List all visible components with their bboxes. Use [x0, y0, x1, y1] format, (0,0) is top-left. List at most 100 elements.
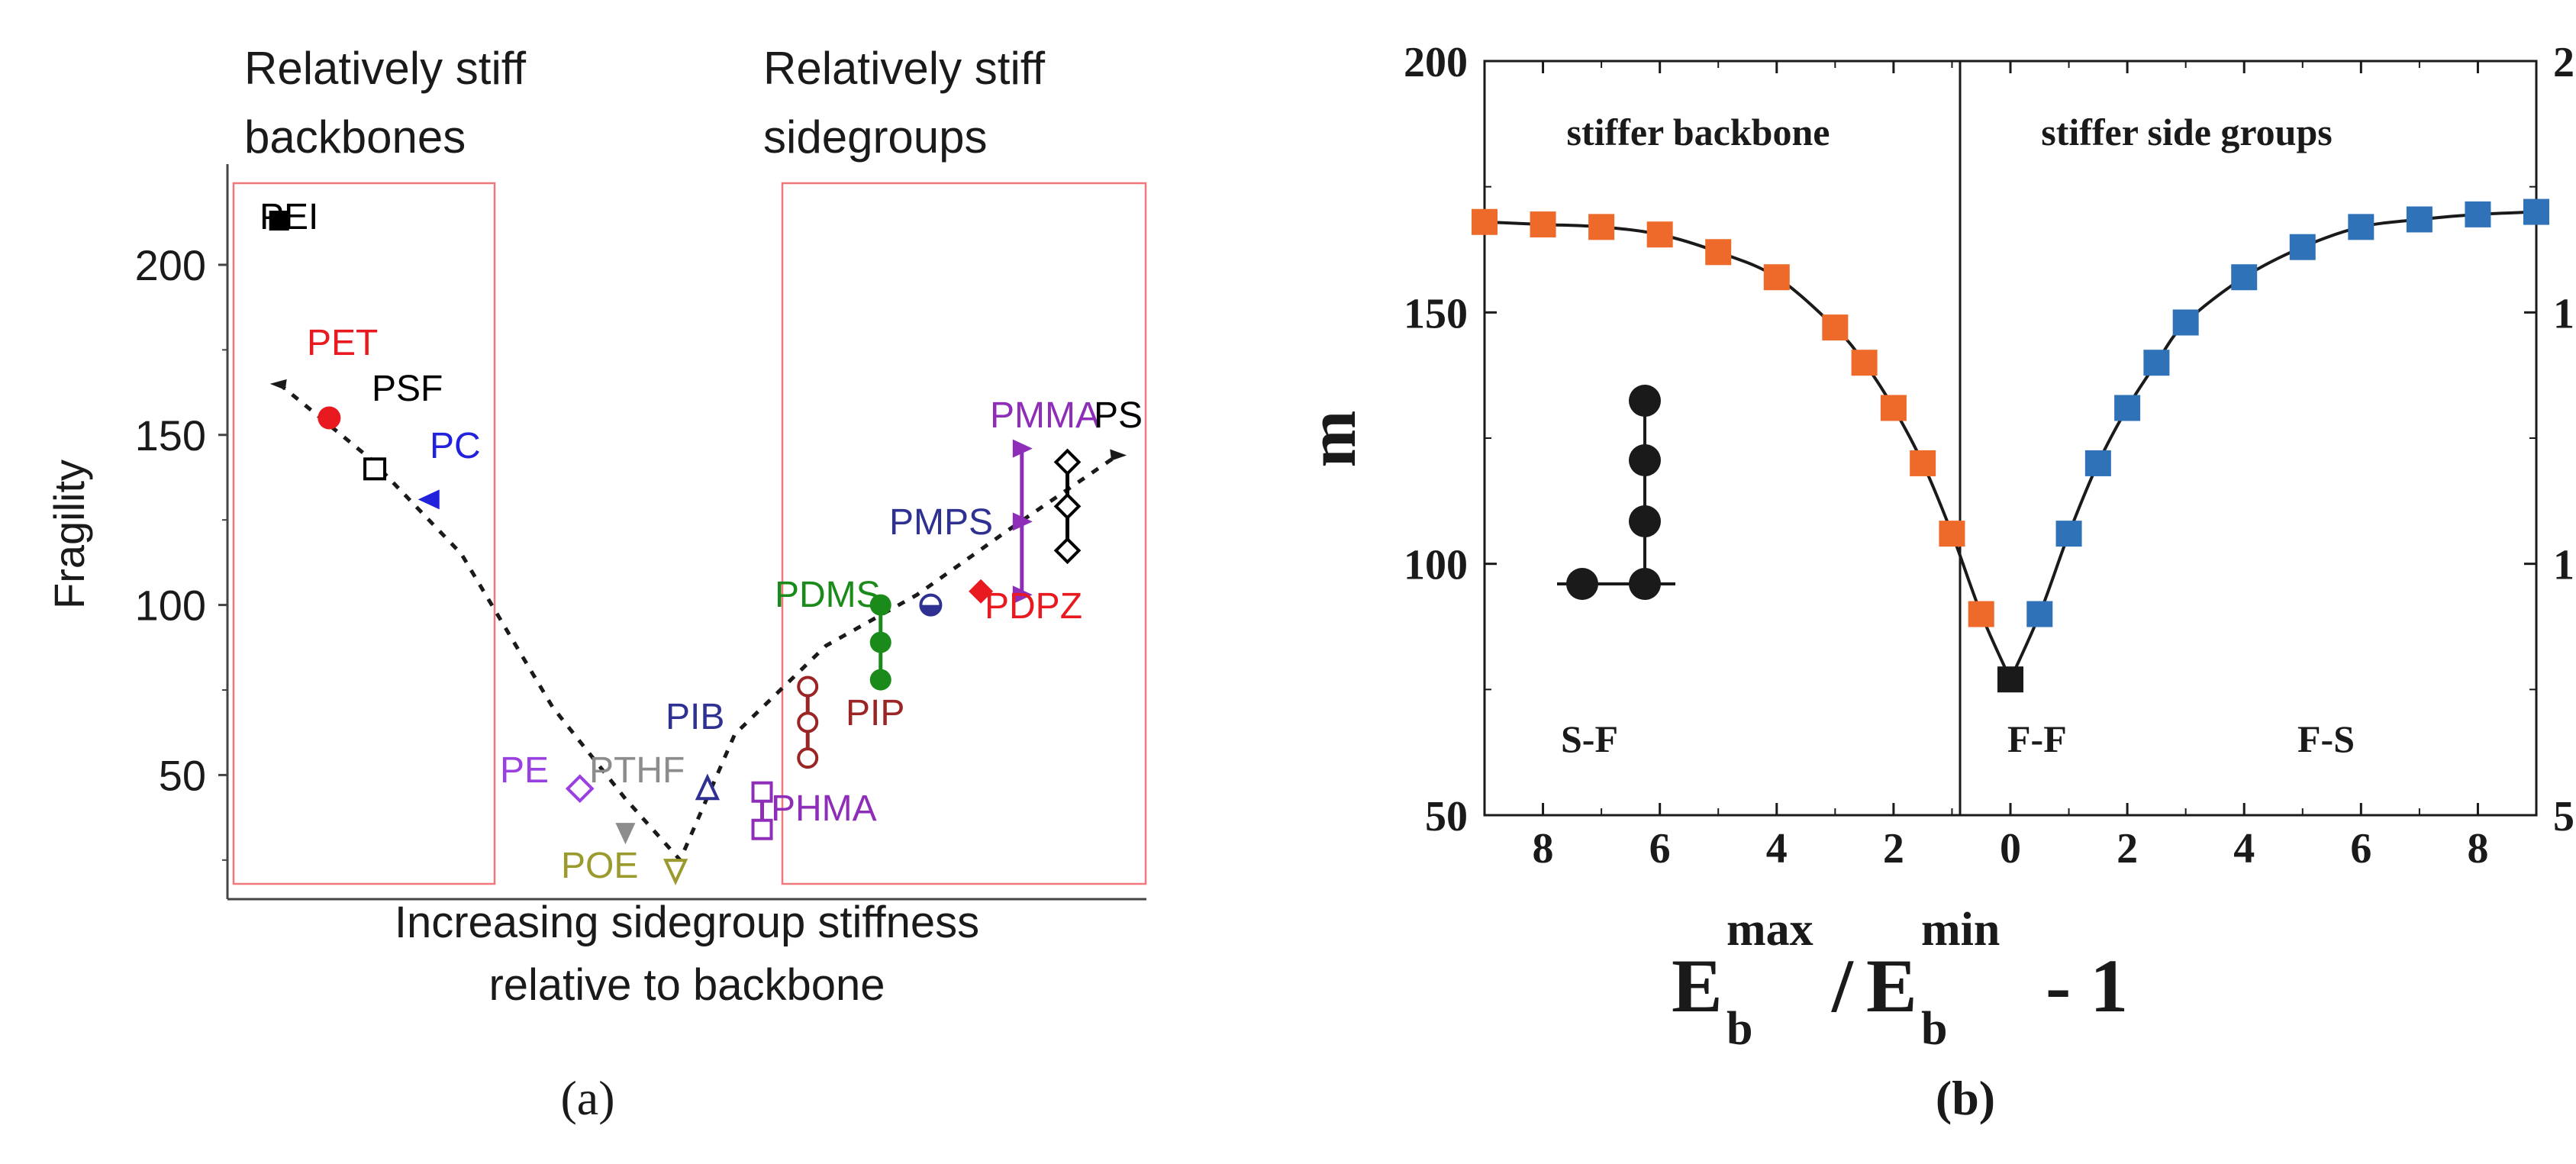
data-points-b: [1472, 198, 2549, 693]
point-poe: [663, 859, 688, 885]
data-point-sidegroups: [2465, 201, 2491, 227]
point-pip: [797, 711, 819, 734]
point-label-pe: PE: [500, 750, 549, 791]
x-tick-label-b: 6: [1649, 825, 1671, 872]
x-tick-label-b: 6: [2350, 825, 2371, 872]
point-psf: [363, 457, 387, 481]
svg-text:max: max: [1726, 904, 1814, 956]
panel-label-a: (a): [560, 1071, 614, 1125]
data-point-sidegroups: [2406, 206, 2433, 233]
point-ps: [1053, 492, 1082, 521]
ticks-b: 50 50 100 100 150 150 200 200 8 6 4 2 0 2 4 6 8: [1404, 39, 2576, 872]
y-tick-label-a: 200: [135, 241, 206, 289]
data-point-backbone: [1530, 211, 1556, 238]
data-point-backbone: [1968, 601, 1994, 627]
data-point-backbone: [1822, 314, 1849, 341]
point-pmma: [1012, 585, 1033, 605]
svg-text:b: b: [1921, 1003, 1947, 1055]
data-point-sidegroups: [2084, 450, 2111, 476]
y-axis-label-b: m: [1294, 411, 1370, 468]
point-label-pc: PC: [430, 426, 481, 466]
data-point-backbone: [1851, 350, 1878, 376]
panel-b: 50 50 100 100 150 150 200 200 8 6 4 2 0 2 4 6 8 stiffer …: [1294, 39, 2576, 1125]
region-label-sidegroups: stiffer side groups: [2041, 111, 2333, 153]
point-pib: [695, 773, 721, 801]
data-point-sidegroups: [2172, 309, 2199, 336]
point-pei: [269, 211, 289, 231]
point-pc: [418, 489, 440, 510]
stiff-backbone-box: [232, 182, 496, 885]
point-label-ps: PS: [1094, 395, 1143, 436]
stiff-sidegroup-box: [781, 182, 1147, 885]
data-point-sidegroups: [2143, 350, 2170, 376]
y-tick-label-left: 200: [1404, 39, 1468, 86]
data-point-backbone: [1646, 221, 1673, 248]
data-point-sidegroups: [2289, 234, 2316, 260]
x-axis-label-a-line2: relative to backbone: [488, 960, 885, 1010]
data-point-backbone: [1763, 264, 1790, 291]
x-tick-label-b: 2: [1883, 825, 1904, 872]
data-point-backbone: [1588, 214, 1615, 240]
point-ps: [1053, 448, 1082, 476]
panel-a: 50 100 150 200 Relatively stiff backbones R…: [45, 43, 1147, 1125]
data-point-sidegroups: [2055, 521, 2082, 547]
plot-frame-b: [1483, 60, 2538, 817]
y-tick-label-a: 50: [159, 751, 206, 799]
point-label-pib: PIB: [666, 697, 724, 737]
point-ps: [1053, 537, 1082, 565]
data-point-backbone: [1472, 208, 1498, 235]
point-pdms: [869, 669, 891, 691]
svg-text:E: E: [1866, 943, 1917, 1028]
point-pe: [565, 774, 595, 804]
point-label-pip: PIP: [846, 693, 904, 734]
point-pdpz: [969, 579, 994, 604]
y-tick-label-left: 50: [1425, 793, 1468, 840]
svg-text:/: /: [1831, 943, 1854, 1028]
point-label-pthf: PTHF: [589, 750, 685, 791]
data-point-backbone: [1705, 239, 1732, 266]
point-pet: [318, 406, 341, 430]
svg-text:E: E: [1672, 943, 1723, 1028]
svg-text:- 1: - 1: [2046, 943, 2128, 1028]
y-tick-label-a: 100: [135, 582, 206, 630]
data-point-origin: [1997, 666, 2023, 693]
point-pdms: [869, 631, 891, 653]
data-point-sidegroups: [2114, 395, 2141, 421]
y-tick-label-a: 150: [135, 411, 206, 459]
svg-text:min: min: [1921, 904, 2000, 956]
y-tick-label-right: 200: [2553, 39, 2576, 86]
x-axis-label-a-line1: Increasing sidegroup stiffness: [395, 898, 979, 947]
left-box-label-1: Relatively stiff: [244, 43, 526, 94]
corner-label-ff: F-F: [2007, 717, 2067, 760]
y-tick-label-left: 100: [1404, 542, 1468, 589]
data-point-backbone: [1939, 521, 1965, 547]
y-tick-label-right: 100: [2553, 542, 2576, 589]
point-label-pdms: PDMS: [775, 575, 881, 615]
data-point-sidegroups: [2026, 601, 2053, 627]
point-label-pmma: PMMA: [990, 395, 1100, 436]
point-label-pei: PEI: [260, 197, 318, 237]
point-pip: [797, 676, 819, 698]
data-point-sidegroups: [2523, 198, 2549, 225]
point-label-poe: POE: [561, 846, 638, 886]
point-phma: [751, 781, 773, 803]
data-point-sidegroups: [2231, 264, 2258, 291]
x-tick-label-b: 4: [2233, 825, 2255, 872]
point-pmma: [1012, 439, 1033, 458]
x-tick-label-b: 8: [1533, 825, 1554, 872]
x-tick-label-b: 8: [2467, 825, 2488, 872]
point-pthf: [615, 823, 636, 845]
y-tick-label-right: 50: [2553, 793, 2576, 840]
x-axis-label-b: E b max / E b min - 1: [1672, 904, 2128, 1055]
point-phma: [751, 818, 773, 840]
point-label-phma: PHMA: [771, 788, 877, 829]
svg-text:b: b: [1726, 1003, 1752, 1055]
y-ticks-a: 50 100 150 200: [135, 241, 227, 861]
point-label-pet: PET: [307, 323, 378, 363]
data-point-sidegroups: [2348, 214, 2374, 240]
data-point-backbone: [1880, 395, 1907, 421]
point-pdms: [869, 594, 891, 616]
data-point-backbone: [1910, 450, 1936, 476]
